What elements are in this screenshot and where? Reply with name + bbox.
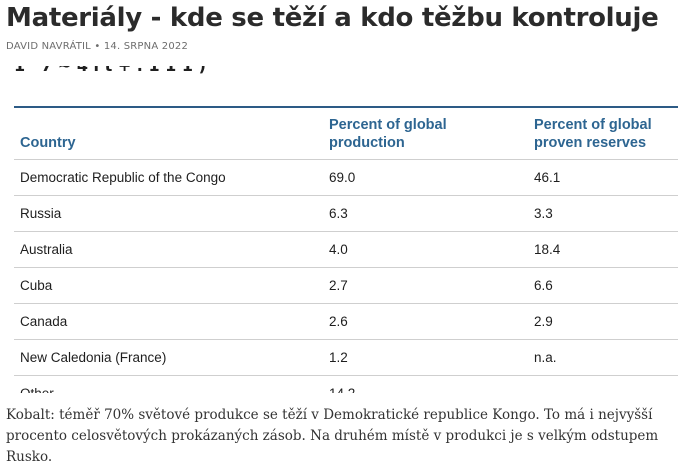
cell-country: New Caledonia (France) [14, 339, 323, 376]
author-name[interactable]: DAVID NAVRÁTIL [6, 41, 91, 52]
cell-production: 6.3 [323, 195, 528, 232]
meta-separator: • [94, 41, 101, 52]
table-row: Russia 6.3 3.3 [14, 195, 678, 232]
table-row: Australia 4.0 18.4 [14, 231, 678, 268]
cell-reserves: 18.4 [528, 231, 678, 268]
cell-country: Democratic Republic of the Congo [14, 159, 323, 196]
article-meta: DAVID NAVRÁTIL • 14. SRPNA 2022 [6, 41, 188, 52]
table-row: Democratic Republic of the Congo 69.0 46… [14, 159, 678, 196]
figure-caption: Kobalt: téměř 70% světové produkce se tě… [6, 407, 659, 465]
table-figure: 1 ' 7 ~ 4 i t + . 1 1 1 ) Country Percen… [0, 66, 700, 393]
header-reserves: Percent of global proven reserves [528, 108, 678, 160]
cell-production: 69.0 [323, 159, 528, 196]
cell-country: Other [14, 375, 323, 393]
article-title: Materiály - kde se těží a kdo těžbu kont… [6, 3, 659, 33]
cell-production: 2.6 [323, 303, 528, 340]
cell-production: 14.2 [323, 375, 528, 393]
cell-production: 1.2 [323, 339, 528, 376]
cell-production: 4.0 [323, 231, 528, 268]
table-row: Cuba 2.7 6.6 [14, 267, 678, 304]
cobalt-table: Country Percent of global production Per… [14, 108, 678, 393]
cell-country: Russia [14, 195, 323, 232]
header-country: Country [14, 108, 323, 160]
publish-date: 14. SRPNA 2022 [103, 41, 189, 52]
cell-reserves: 3.3 [528, 195, 678, 232]
cut-off-heading: 1 ' 7 ~ 4 i t + . 1 1 1 ) [10, 66, 678, 90]
table-top-rule [14, 106, 678, 108]
table-row: Canada 2.6 2.9 [14, 303, 678, 340]
cell-reserves: 46.1 [528, 159, 678, 196]
cell-reserves: 2.9 [528, 303, 678, 340]
cell-country: Cuba [14, 267, 323, 304]
cell-reserves: n.a. [528, 339, 678, 376]
header-production: Percent of global production [323, 108, 528, 160]
table-header-row: Country Percent of global production Per… [14, 108, 678, 160]
table-row: New Caledonia (France) 1.2 n.a. [14, 339, 678, 376]
cell-reserves: 6.6 [528, 267, 678, 304]
cell-country: Australia [14, 231, 323, 268]
table-row: Other 14.2 [14, 375, 678, 393]
cut-off-heading-text: 1 ' 7 ~ 4 i t + . 1 1 1 ) [14, 66, 206, 75]
cell-country: Canada [14, 303, 323, 340]
cell-reserves [528, 375, 678, 393]
cell-production: 2.7 [323, 267, 528, 304]
